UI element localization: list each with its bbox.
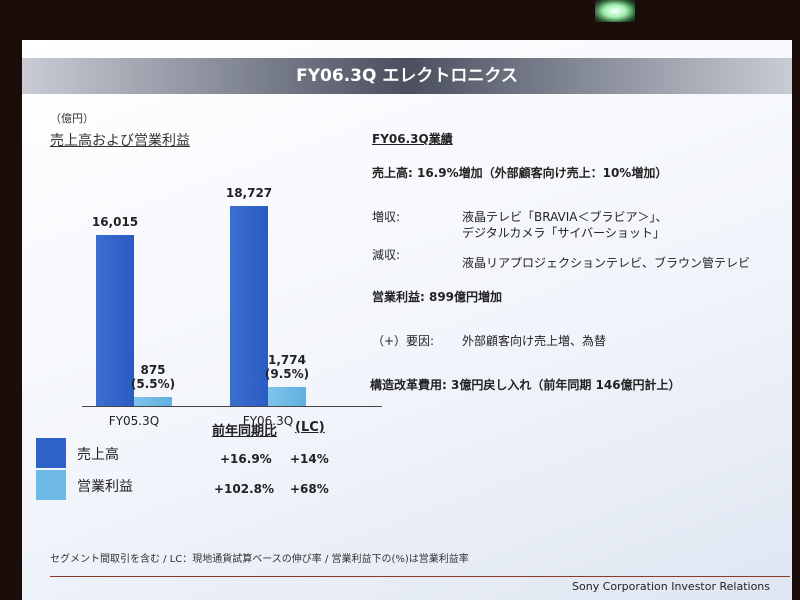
growth-profit-yoy: +102.8%: [214, 482, 275, 496]
results-decrease-label: 減収:: [372, 248, 401, 262]
category-label-FY05.3Q: FY05.3Q: [108, 414, 160, 428]
data-label-sales-FY06.3Q: 18,727: [225, 186, 273, 200]
results-increase-text-1: 液晶テレビ「BRAVIA＜ブラビア＞」、: [462, 210, 668, 224]
legend-swatch-profit: [36, 470, 66, 500]
results-op-income-line: 営業利益: 899億円増加: [372, 290, 503, 304]
data-label-profit-FY05.3Q: 875 (5.5%): [130, 363, 176, 391]
results-factor-label: （+）要因:: [372, 334, 435, 348]
results-sales-line: 売上高: 16.9%増加（外部顧客向け売上：10%増加）: [372, 166, 668, 180]
bar-sales-FY05.3Q: [96, 235, 134, 406]
x-axis-line: [82, 406, 382, 407]
data-label-sales-FY05.3Q: 16,015: [91, 215, 139, 229]
exit-sign-glow: [595, 0, 635, 22]
results-increase-text-2: デジタルカメラ「サイバーショット」: [462, 226, 665, 240]
growth-profit-lc: +68%: [290, 482, 329, 496]
results-decrease-text: 液晶リアプロジェクションテレビ、ブラウン管テレビ: [462, 256, 751, 270]
growth-header-lc: (LC): [295, 420, 325, 435]
growth-sales-yoy: +16.9%: [220, 452, 272, 466]
footer-divider: [50, 576, 790, 577]
slide: FY06.3Q エレクトロニクス （億円） 売上高および営業利益 16,015 8…: [22, 40, 792, 600]
growth-header-yoy: 前年同期比: [212, 424, 278, 439]
results-restructuring-line: 構造改革費用: 3億円戻し入れ（前年同期 146億円計上）: [370, 378, 681, 392]
bar-sales-FY06.3Q: [230, 206, 268, 406]
footer-credit: Sony Corporation Investor Relations: [572, 580, 770, 593]
bar-profit-FY06.3Q: [268, 387, 306, 406]
category-label-FY06.3Q: FY06.3Q: [242, 414, 294, 428]
slide-title: FY06.3Q エレクトロニクス: [22, 58, 792, 94]
results-heading: FY06.3Q業績: [372, 132, 453, 146]
bar-profit-FY05.3Q: [134, 397, 172, 406]
results-increase-label: 増収:: [372, 210, 401, 224]
legend-label-profit: 営業利益: [77, 479, 133, 495]
results-factor-text: 外部顧客向け売上増、為替: [462, 334, 607, 348]
unit-label: （億円）: [50, 112, 94, 125]
legend-label-sales: 売上高: [77, 447, 119, 463]
legend-swatch-sales: [36, 438, 66, 468]
data-label-profit-FY06.3Q: 1,774 (9.5%): [264, 353, 310, 381]
growth-sales-lc: +14%: [290, 452, 329, 466]
footnote: セグメント間取引を含む / LC：現地通貨試算ベースの伸び率 / 営業利益下の(…: [50, 554, 469, 565]
chart-title: 売上高および営業利益: [50, 133, 190, 149]
